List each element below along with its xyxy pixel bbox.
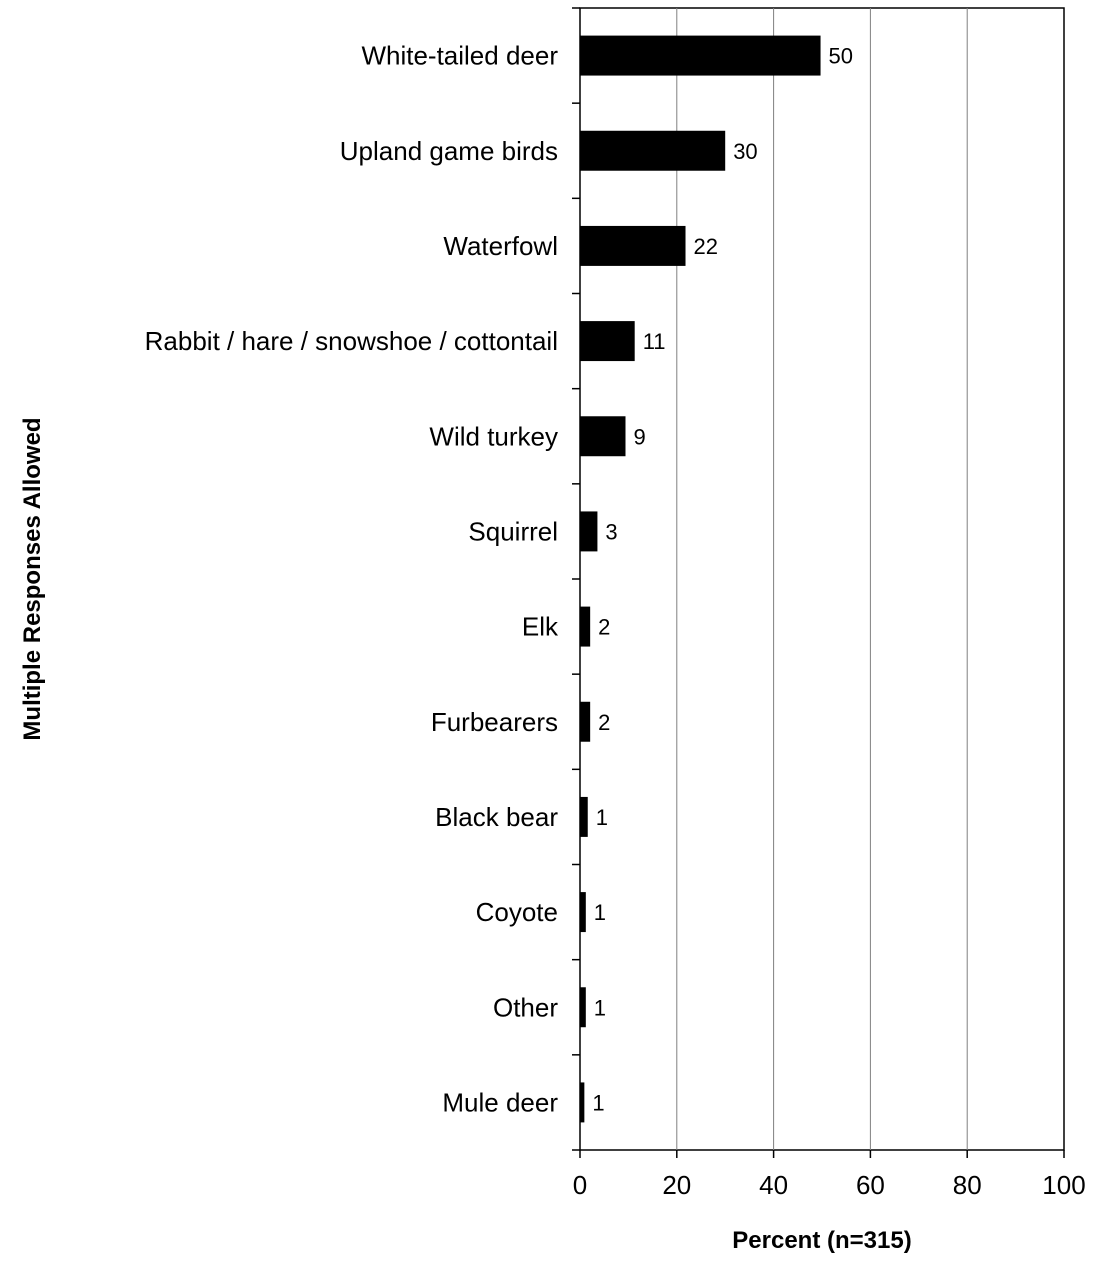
axes xyxy=(572,7,1065,1158)
category-label: Mule deer xyxy=(442,1087,558,1117)
category-label: Waterfowl xyxy=(443,231,558,261)
data-label: 2 xyxy=(598,615,610,640)
data-label: 50 xyxy=(829,44,853,69)
bar xyxy=(580,892,586,933)
category-label: Black bear xyxy=(435,802,558,832)
category-label: Rabbit / hare / snowshoe / cottontail xyxy=(145,326,558,356)
data-label: 11 xyxy=(643,329,666,354)
bar xyxy=(580,511,598,552)
x-tick-label: 60 xyxy=(856,1170,885,1200)
category-label: White-tailed deer xyxy=(361,41,558,71)
bar xyxy=(580,416,626,457)
labels: 0 20 40 60 80 100 White-tailed deer 50 Upland ga… xyxy=(145,41,1086,1200)
data-label: 9 xyxy=(633,424,645,449)
data-label: 1 xyxy=(596,805,608,830)
data-label: 30 xyxy=(733,139,757,164)
x-axis-title: Percent (n=315) xyxy=(732,1227,911,1254)
bar xyxy=(580,606,591,647)
data-label: 1 xyxy=(594,900,606,925)
gridlines xyxy=(676,8,968,1150)
bars xyxy=(580,35,821,1123)
bar xyxy=(580,701,591,742)
category-label: Squirrel xyxy=(468,516,558,546)
bar xyxy=(580,1082,585,1123)
bar xyxy=(580,796,588,837)
bar xyxy=(580,35,821,76)
data-label: 2 xyxy=(598,710,610,735)
bar xyxy=(580,987,586,1028)
category-label: Wild turkey xyxy=(429,421,558,451)
category-label: Upland game birds xyxy=(340,136,558,166)
data-label: 3 xyxy=(605,519,617,544)
bar xyxy=(580,321,635,362)
category-label: Furbearers xyxy=(431,707,558,737)
data-label: 22 xyxy=(694,234,718,259)
x-tick-label: 20 xyxy=(662,1170,691,1200)
data-label: 1 xyxy=(592,1090,604,1115)
x-tick-label: 0 xyxy=(573,1170,587,1200)
y-axis-title: Multiple Responses Allowed xyxy=(19,417,46,740)
category-label: Coyote xyxy=(476,897,558,927)
x-tick-label: 100 xyxy=(1042,1170,1085,1200)
data-label: 1 xyxy=(594,995,606,1020)
x-tick-label: 40 xyxy=(759,1170,788,1200)
bar xyxy=(580,225,686,266)
plot-area xyxy=(579,7,1065,1151)
category-label: Elk xyxy=(522,612,559,642)
bar xyxy=(580,130,726,171)
x-tick-label: 80 xyxy=(953,1170,982,1200)
category-label: Other xyxy=(493,992,558,1022)
